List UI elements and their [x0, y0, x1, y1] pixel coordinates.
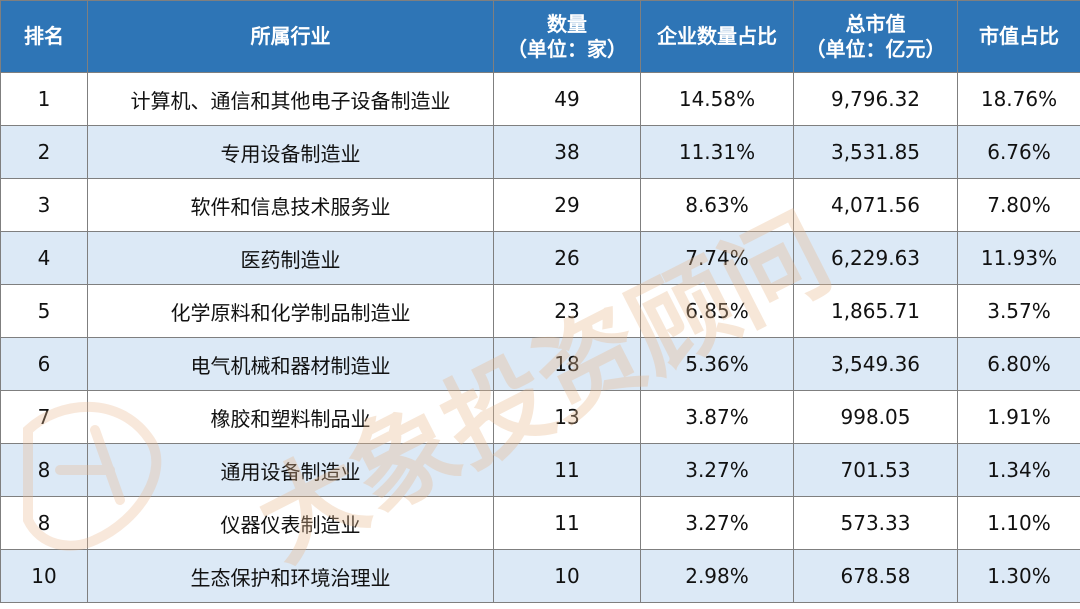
table-row: 10 生态保护和环境治理业 10 2.98% 678.58 1.30% — [0, 549, 1080, 603]
table-row: 8 通用设备制造业 11 3.27% 701.53 1.34% — [0, 443, 1080, 497]
cell-count: 11 — [493, 496, 641, 550]
header-count: 数量 （单位：家） — [493, 0, 641, 73]
table-row: 2 专用设备制造业 38 11.31% 3,531.85 6.76% — [0, 125, 1080, 179]
header-count-title: 数量 — [547, 11, 587, 36]
header-count-share: 企业数量占比 — [640, 0, 794, 73]
cell-industry: 专用设备制造业 — [87, 125, 494, 179]
cell-cap-share: 1.34% — [957, 443, 1080, 497]
cell-count-share: 3.27% — [640, 496, 794, 550]
cell-industry: 电气机械和器材制造业 — [87, 337, 494, 391]
cell-count: 10 — [493, 549, 641, 603]
table-row: 7 橡胶和塑料制品业 13 3.87% 998.05 1.91% — [0, 390, 1080, 444]
cell-count: 38 — [493, 125, 641, 179]
cell-rank: 6 — [0, 337, 88, 391]
table-row: 4 医药制造业 26 7.74% 6,229.63 11.93% — [0, 231, 1080, 285]
cell-industry: 医药制造业 — [87, 231, 494, 285]
cell-rank: 8 — [0, 443, 88, 497]
cell-count: 29 — [493, 178, 641, 232]
cell-market-cap: 701.53 — [793, 443, 958, 497]
cell-rank: 2 — [0, 125, 88, 179]
cell-rank: 3 — [0, 178, 88, 232]
cell-industry: 通用设备制造业 — [87, 443, 494, 497]
cell-cap-share: 6.76% — [957, 125, 1080, 179]
table-row: 1 计算机、通信和其他电子设备制造业 49 14.58% 9,796.32 18.76% — [0, 72, 1080, 126]
cell-market-cap: 573.33 — [793, 496, 958, 550]
cell-market-cap: 3,549.36 — [793, 337, 958, 391]
cell-count: 26 — [493, 231, 641, 285]
cell-market-cap: 3,531.85 — [793, 125, 958, 179]
cell-count-share: 14.58% — [640, 72, 794, 126]
cell-count-share: 3.27% — [640, 443, 794, 497]
cell-rank: 4 — [0, 231, 88, 285]
cell-count-share: 3.87% — [640, 390, 794, 444]
cell-count-share: 7.74% — [640, 231, 794, 285]
cell-industry: 化学原料和化学制品制造业 — [87, 284, 494, 338]
header-row: 排名 所属行业 数量 （单位：家） 企业数量占比 总市值 （单位：亿元） 市值占… — [0, 0, 1080, 73]
cell-count-share: 6.85% — [640, 284, 794, 338]
cell-cap-share: 6.80% — [957, 337, 1080, 391]
header-count-unit: （单位：家） — [507, 36, 627, 61]
cell-count: 18 — [493, 337, 641, 391]
cell-market-cap: 4,071.56 — [793, 178, 958, 232]
table-row: 3 软件和信息技术服务业 29 8.63% 4,071.56 7.80% — [0, 178, 1080, 232]
cell-cap-share: 1.30% — [957, 549, 1080, 603]
header-cap-share: 市值占比 — [957, 0, 1080, 73]
cell-market-cap: 6,229.63 — [793, 231, 958, 285]
cell-count-share: 2.98% — [640, 549, 794, 603]
cell-cap-share: 18.76% — [957, 72, 1080, 126]
cell-count-share: 11.31% — [640, 125, 794, 179]
cell-cap-share: 1.91% — [957, 390, 1080, 444]
header-market-cap: 总市值 （单位：亿元） — [793, 0, 958, 73]
cell-cap-share: 1.10% — [957, 496, 1080, 550]
cell-cap-share: 11.93% — [957, 231, 1080, 285]
cell-count: 13 — [493, 390, 641, 444]
cell-rank: 1 — [0, 72, 88, 126]
cell-industry: 橡胶和塑料制品业 — [87, 390, 494, 444]
cell-market-cap: 998.05 — [793, 390, 958, 444]
cell-industry: 软件和信息技术服务业 — [87, 178, 494, 232]
cell-count: 23 — [493, 284, 641, 338]
cell-rank: 10 — [0, 549, 88, 603]
cell-industry: 仪器仪表制造业 — [87, 496, 494, 550]
table-row: 5 化学原料和化学制品制造业 23 6.85% 1,865.71 3.57% — [0, 284, 1080, 338]
table-body: 1 计算机、通信和其他电子设备制造业 49 14.58% 9,796.32 18.76% 2… — [0, 72, 1080, 603]
cell-count-share: 5.36% — [640, 337, 794, 391]
cell-industry: 计算机、通信和其他电子设备制造业 — [87, 72, 494, 126]
cell-rank: 5 — [0, 284, 88, 338]
cell-cap-share: 3.57% — [957, 284, 1080, 338]
cell-industry: 生态保护和环境治理业 — [87, 549, 494, 603]
cell-market-cap: 1,865.71 — [793, 284, 958, 338]
cell-count: 49 — [493, 72, 641, 126]
table-row: 8 仪器仪表制造业 11 3.27% 573.33 1.10% — [0, 496, 1080, 550]
cell-market-cap: 678.58 — [793, 549, 958, 603]
cell-rank: 8 — [0, 496, 88, 550]
cell-cap-share: 7.80% — [957, 178, 1080, 232]
table-row: 6 电气机械和器材制造业 18 5.36% 3,549.36 6.80% — [0, 337, 1080, 391]
header-market-cap-unit: （单位：亿元） — [805, 36, 946, 61]
cell-count-share: 8.63% — [640, 178, 794, 232]
header-market-cap-title: 总市值 — [845, 11, 906, 36]
cell-rank: 7 — [0, 390, 88, 444]
header-rank: 排名 — [0, 0, 88, 73]
cell-market-cap: 9,796.32 — [793, 72, 958, 126]
header-industry: 所属行业 — [87, 0, 494, 73]
cell-count: 11 — [493, 443, 641, 497]
